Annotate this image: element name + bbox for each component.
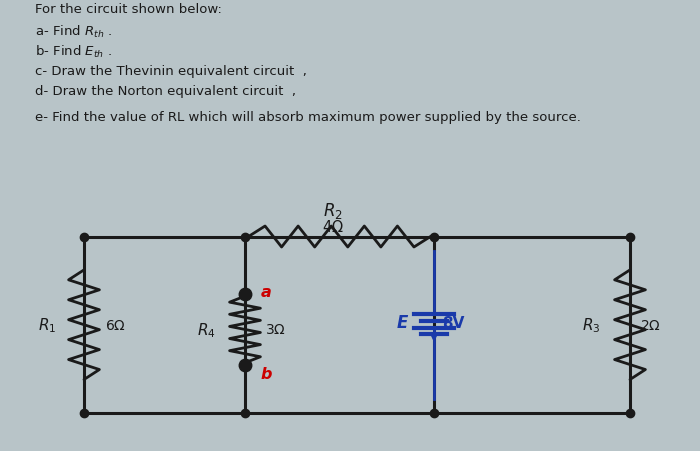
Text: $R_4$: $R_4$: [197, 320, 216, 339]
Text: $6\Omega$: $6\Omega$: [105, 318, 126, 332]
Text: $R_1$: $R_1$: [38, 316, 57, 334]
Text: b- Find $E_{th}$ .: b- Find $E_{th}$ .: [35, 44, 112, 60]
Text: $3\Omega$: $3\Omega$: [265, 323, 286, 337]
Text: 8V: 8V: [442, 315, 465, 330]
Text: b: b: [260, 366, 272, 381]
Text: e- Find the value of RL which will absorb maximum power supplied by the source.: e- Find the value of RL which will absor…: [35, 110, 581, 124]
Text: $R_2$: $R_2$: [323, 201, 342, 221]
Text: $2\Omega$: $2\Omega$: [640, 318, 661, 332]
Text: $4\Omega$: $4\Omega$: [321, 219, 344, 235]
Text: c- Draw the Thevinin equivalent circuit  ,: c- Draw the Thevinin equivalent circuit …: [35, 65, 307, 78]
Text: E: E: [397, 313, 408, 331]
Text: d- Draw the Norton equivalent circuit  ,: d- Draw the Norton equivalent circuit ,: [35, 85, 296, 98]
Text: $R_3$: $R_3$: [582, 316, 601, 334]
Text: a- Find $R_{th}$ .: a- Find $R_{th}$ .: [35, 24, 113, 40]
Text: For the circuit shown below:: For the circuit shown below:: [35, 4, 222, 16]
Text: a: a: [260, 284, 271, 299]
